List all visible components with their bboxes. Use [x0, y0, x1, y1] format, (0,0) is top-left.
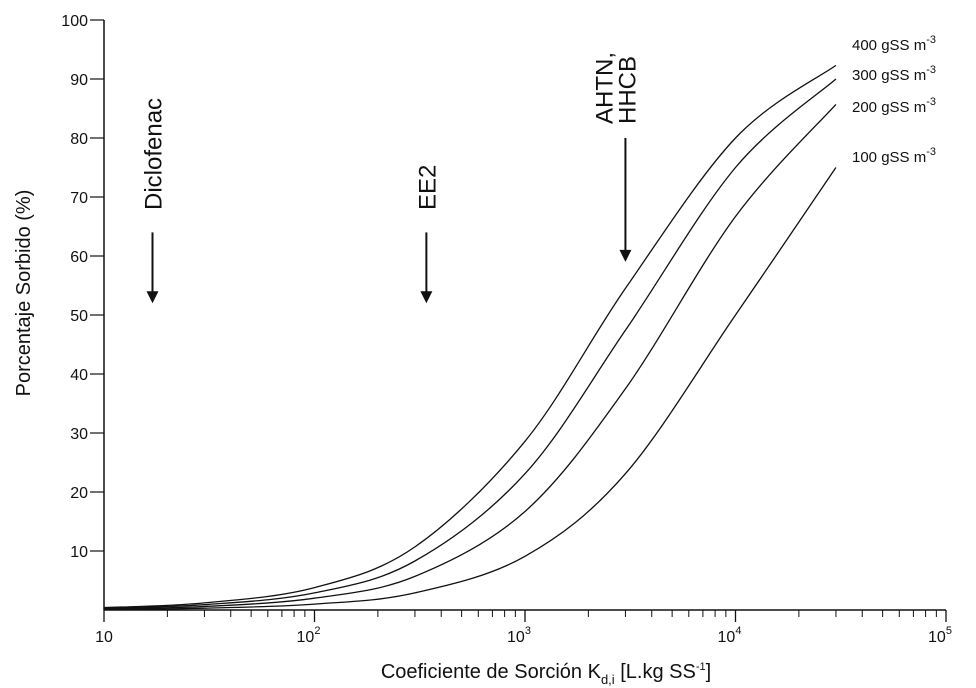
annotation-label-ee2: EE2	[414, 165, 441, 210]
annotation-arrow-head	[146, 291, 159, 304]
series-line	[103, 167, 837, 611]
axes	[103, 20, 946, 611]
y-axis-title: Porcentaje Sorbido (%)	[13, 190, 35, 397]
y-tick-label: 20	[70, 485, 88, 502]
x-axis-ticks: 10 102 103 104 105	[95, 610, 952, 646]
annotation-label-diclofenac: Diclofenac	[141, 98, 168, 210]
series-line	[103, 78, 837, 609]
y-axis-ticks: 10 20 30 40 50 60 70 80 90 100	[61, 13, 104, 561]
x-tick-label: 105	[928, 625, 952, 646]
series-label: 300 gSS m-3	[852, 64, 936, 84]
x-tick-label: 102	[297, 625, 321, 646]
y-tick-label: 40	[70, 367, 88, 384]
series-label: 100 gSS m-3	[852, 146, 936, 166]
x-tick-label: 10	[95, 629, 113, 646]
series-label: 400 gSS m-3	[852, 34, 936, 54]
series-line	[103, 64, 837, 609]
series-label: 200 gSS m-3	[852, 96, 936, 116]
annotation-arrow-head	[420, 291, 433, 304]
y-tick-label: 100	[61, 13, 88, 30]
x-axis-title: Coeficiente de Sorción Kd,i [L.kg SS-1]	[381, 661, 711, 687]
y-tick-label: 10	[70, 544, 88, 561]
y-tick-label: 50	[70, 308, 88, 325]
y-tick-label: 30	[70, 426, 88, 443]
series-line	[103, 103, 837, 610]
y-tick-label: 80	[70, 131, 88, 148]
series-labels: 400 gSS m-3 300 gSS m-3 200 gSS m-3 100 gSS…	[852, 34, 936, 166]
x-tick-label: 103	[507, 625, 531, 646]
annotations: Diclofenac EE2 AHTN,HHCB	[141, 52, 641, 304]
y-tick-label: 70	[70, 190, 88, 207]
curves	[103, 64, 837, 611]
y-tick-label: 90	[70, 72, 88, 89]
y-tick-label: 60	[70, 249, 88, 266]
annotation-label-hhcb: HHCB	[614, 56, 641, 124]
annotation-label-ahtn: AHTN,	[591, 52, 618, 124]
x-tick-label: 104	[718, 625, 742, 646]
annotation-arrow-head	[619, 249, 632, 262]
